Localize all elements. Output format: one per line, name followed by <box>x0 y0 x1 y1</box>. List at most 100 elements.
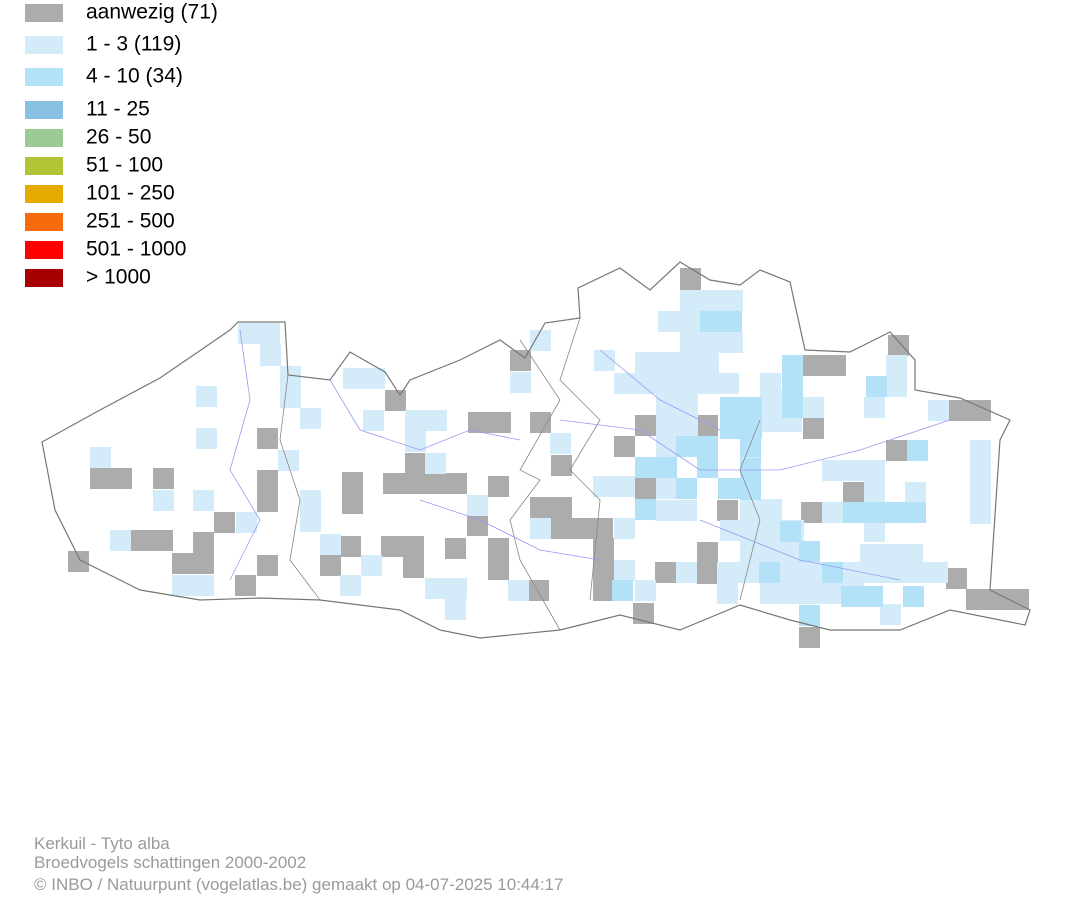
grid-cell <box>740 436 761 457</box>
grid-cell <box>90 447 111 468</box>
grid-cell <box>300 490 321 532</box>
grid-cell <box>843 482 864 503</box>
legend-swatch <box>25 129 63 147</box>
grid-cell <box>697 542 718 584</box>
grid-cell <box>381 536 424 557</box>
grid-cell <box>153 490 174 511</box>
grid-cell <box>655 500 697 521</box>
grid-cell <box>614 518 635 539</box>
grid-cell <box>886 440 907 461</box>
grid-cell <box>635 499 656 520</box>
grid-cell <box>905 482 926 503</box>
legend-label: 1 - 3 (119) <box>86 33 181 56</box>
grid-cell <box>886 355 907 397</box>
grid-cell <box>970 440 991 524</box>
footer-line: Kerkuil - Tyto alba <box>34 834 170 853</box>
grid-cell <box>278 450 299 471</box>
grid-cell <box>888 335 909 356</box>
grid-cell <box>614 436 635 457</box>
legend: aanwezig (71) 1 - 3 (119) 4 - 10 (34) 11 - … <box>25 1 218 289</box>
grid-cell <box>260 344 281 366</box>
legend-swatch <box>25 68 63 86</box>
grid-cell <box>946 568 967 589</box>
grid-cell <box>467 495 488 516</box>
grid-cell <box>530 330 551 351</box>
grid-cell <box>799 627 820 648</box>
grid-cell <box>843 562 948 583</box>
legend-label: 251 - 500 <box>86 210 175 233</box>
grid-cell <box>612 580 633 601</box>
grid-cell <box>864 521 885 542</box>
legend-swatch <box>25 269 63 287</box>
grid-cell <box>680 290 743 311</box>
legend-label: > 1000 <box>86 266 151 289</box>
grid-cell <box>903 586 924 607</box>
grid-cell <box>528 580 549 601</box>
grid-cell <box>803 355 846 376</box>
legend-label: 26 - 50 <box>86 126 151 149</box>
grid-cell <box>172 553 214 574</box>
grid-cell <box>172 575 214 596</box>
grid-cell <box>530 497 572 518</box>
grid-cell <box>740 541 803 562</box>
grid-cell <box>782 397 803 418</box>
grid-cell <box>760 583 844 604</box>
grid-cell <box>905 502 926 523</box>
grid-cell <box>510 350 531 371</box>
grid-cell <box>680 332 743 353</box>
rivers <box>229 329 951 581</box>
grid-cell <box>780 562 822 583</box>
grid-cell <box>633 603 654 624</box>
grid-cell <box>383 473 467 494</box>
grid-cell <box>196 428 217 449</box>
grid-cell <box>760 373 781 394</box>
grid-cell <box>697 415 718 436</box>
legend-label: 501 - 1000 <box>86 238 186 261</box>
grid-cell <box>843 502 906 523</box>
grid-cell <box>635 580 656 601</box>
grid-cell <box>717 583 738 604</box>
grid-cell <box>880 604 901 625</box>
grid-cell <box>594 350 615 371</box>
grid-cell <box>257 470 278 512</box>
grid-cell <box>799 605 820 626</box>
legend-label: 51 - 100 <box>86 154 163 177</box>
legend-swatch <box>25 4 63 22</box>
grid-cell <box>803 418 824 439</box>
legend-label: 11 - 25 <box>86 98 150 121</box>
grid-cell <box>697 457 718 478</box>
grid-cell <box>593 476 635 497</box>
grid-cell <box>110 530 131 551</box>
grid-cell <box>385 390 406 411</box>
grid-cell <box>656 394 698 436</box>
grid-cell <box>593 538 614 601</box>
grid-cells <box>68 268 1029 648</box>
legend-swatch <box>25 157 63 175</box>
grid-cell <box>363 410 384 431</box>
grid-cell <box>822 460 885 481</box>
grid-cell <box>635 457 677 478</box>
grid-cell <box>635 352 719 373</box>
grid-cell <box>841 586 883 607</box>
grid-cell <box>131 530 173 551</box>
grid-cell <box>801 502 822 523</box>
grid-cell <box>864 481 885 502</box>
grid-cell <box>635 415 656 436</box>
grid-cell <box>697 373 739 394</box>
legend-label: aanwezig (71) <box>86 1 218 24</box>
grid-cell <box>550 518 613 539</box>
grid-cell <box>68 551 89 572</box>
grid-cell <box>799 541 820 562</box>
grid-cell <box>488 476 509 497</box>
grid-cell <box>467 515 488 536</box>
grid-cell <box>966 589 1029 610</box>
grid-cell <box>445 538 466 559</box>
grid-cell <box>551 455 572 476</box>
grid-cell <box>214 512 235 533</box>
grid-cell <box>782 355 803 397</box>
grid-cell <box>510 372 531 393</box>
grid-cell <box>530 518 551 539</box>
